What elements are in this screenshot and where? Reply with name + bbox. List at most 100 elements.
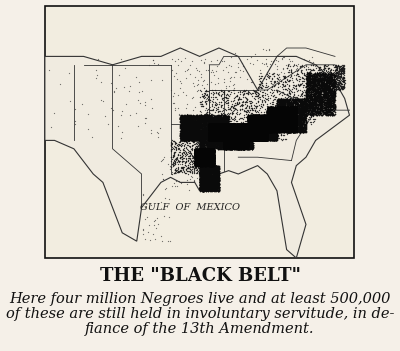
Point: [241, 125, 248, 130]
Point: [263, 118, 269, 124]
Point: [200, 153, 206, 159]
Point: [204, 150, 210, 155]
Point: [284, 62, 291, 68]
Point: [251, 120, 258, 126]
Point: [209, 128, 216, 133]
Point: [211, 120, 218, 126]
Point: [242, 132, 248, 137]
Point: [280, 105, 287, 111]
Point: [258, 123, 264, 129]
Point: [179, 117, 185, 122]
Point: [223, 141, 229, 147]
Point: [204, 164, 211, 170]
Point: [309, 85, 315, 90]
Point: [232, 145, 238, 151]
Point: [276, 100, 283, 105]
Point: [270, 126, 276, 131]
Point: [241, 122, 248, 128]
Point: [261, 129, 268, 134]
Point: [206, 138, 213, 143]
Point: [216, 137, 222, 143]
Point: [195, 159, 201, 164]
Point: [227, 134, 234, 139]
Point: [232, 135, 238, 141]
Point: [237, 129, 243, 134]
Point: [246, 126, 252, 131]
Point: [263, 127, 269, 133]
Point: [230, 138, 236, 143]
Point: [218, 121, 224, 127]
Point: [207, 125, 214, 131]
Point: [318, 73, 324, 78]
Point: [214, 164, 220, 169]
Point: [240, 135, 246, 141]
Point: [245, 135, 251, 140]
Point: [268, 113, 275, 119]
Point: [220, 67, 226, 73]
Point: [245, 134, 251, 140]
Point: [188, 159, 194, 164]
Point: [310, 91, 316, 97]
Point: [299, 101, 306, 106]
Point: [246, 124, 252, 130]
Point: [259, 116, 265, 122]
Point: [227, 141, 234, 147]
Point: [306, 66, 312, 72]
Point: [249, 127, 256, 133]
Point: [250, 136, 256, 142]
Point: [244, 128, 251, 133]
Point: [204, 128, 211, 134]
Point: [239, 131, 245, 137]
Point: [255, 132, 261, 138]
Point: [264, 132, 270, 138]
Point: [189, 113, 195, 119]
Point: [222, 130, 228, 136]
Point: [227, 78, 234, 84]
Point: [279, 126, 285, 131]
Point: [242, 130, 248, 136]
Point: [236, 144, 242, 150]
Point: [185, 120, 192, 126]
Point: [288, 126, 294, 132]
Point: [325, 105, 331, 110]
Point: [221, 135, 228, 141]
Point: [198, 137, 204, 143]
Point: [253, 128, 260, 134]
Point: [242, 136, 248, 142]
Point: [188, 59, 195, 64]
Point: [211, 175, 217, 180]
Point: [213, 130, 219, 135]
Point: [213, 187, 220, 193]
Point: [207, 130, 214, 135]
Point: [267, 136, 273, 142]
Point: [287, 127, 294, 133]
Point: [210, 131, 216, 136]
Point: [241, 141, 247, 147]
Point: [245, 108, 251, 113]
Point: [186, 124, 192, 129]
Point: [244, 145, 250, 151]
Point: [203, 184, 210, 190]
Point: [283, 97, 290, 103]
Point: [192, 159, 198, 165]
Point: [286, 104, 292, 110]
Point: [265, 123, 271, 129]
Point: [209, 126, 216, 131]
Point: [257, 128, 264, 134]
Point: [254, 130, 260, 136]
Point: [314, 85, 320, 91]
Point: [263, 115, 270, 121]
Point: [216, 126, 223, 131]
Point: [241, 130, 248, 135]
Point: [338, 66, 345, 72]
Point: [202, 143, 209, 148]
Point: [308, 96, 314, 102]
Point: [242, 129, 249, 134]
Point: [266, 136, 273, 141]
Point: [220, 126, 226, 132]
Point: [219, 135, 225, 141]
Point: [241, 145, 247, 151]
Point: [332, 74, 338, 79]
Point: [206, 122, 212, 128]
Point: [270, 114, 277, 120]
